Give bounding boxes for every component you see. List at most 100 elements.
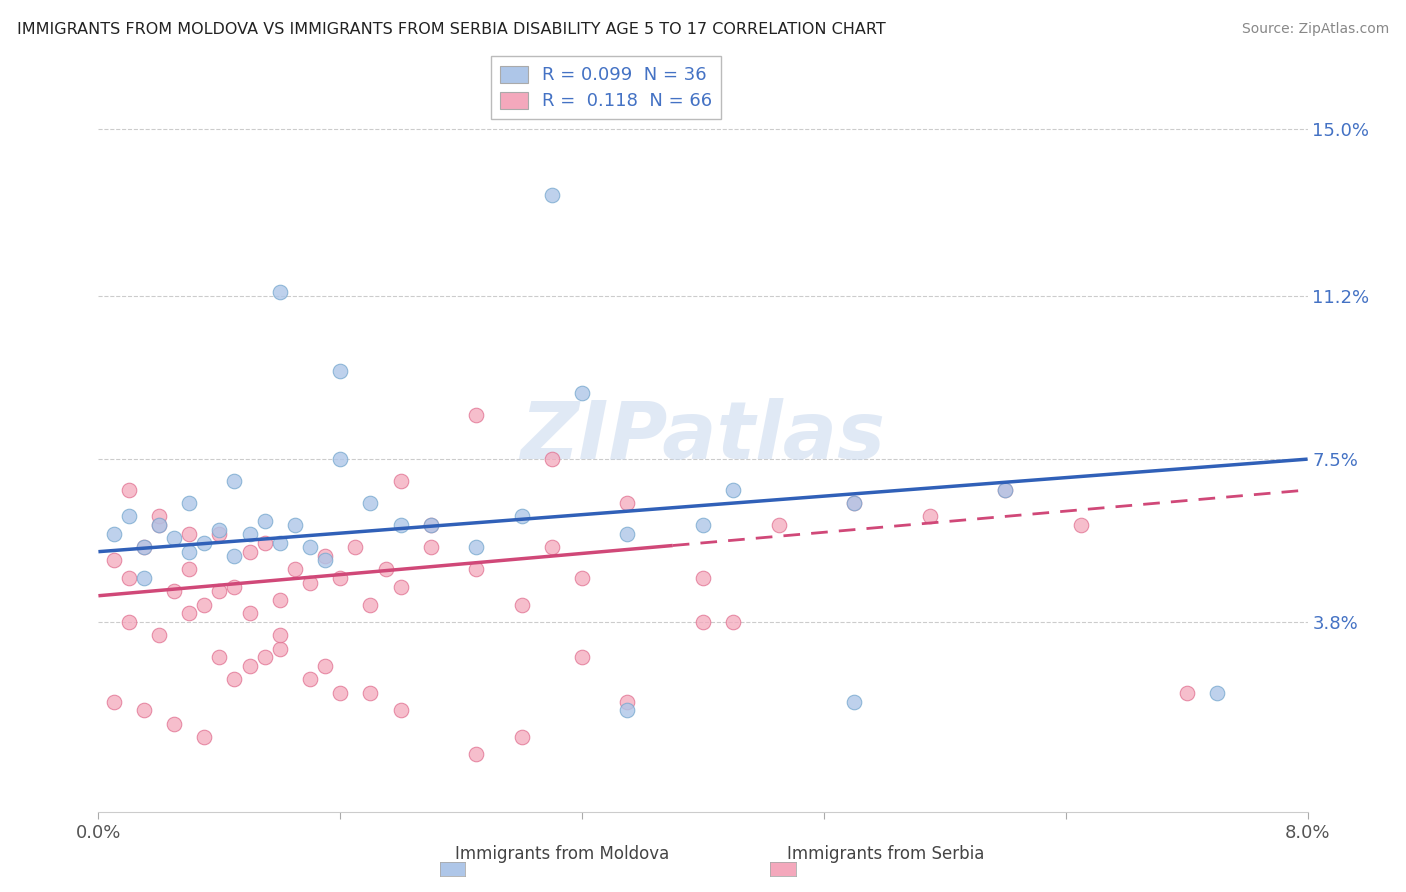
Point [284, 562, 307, 576]
Point [103, 694, 125, 708]
Point [510, 730, 533, 744]
Point [118, 509, 141, 524]
Point [571, 571, 593, 585]
Point [389, 518, 412, 533]
Point [692, 615, 714, 630]
Point [329, 364, 352, 378]
Point [510, 598, 533, 612]
Point [314, 553, 336, 567]
Point [148, 628, 170, 642]
Text: Immigrants from Moldova: Immigrants from Moldova [456, 846, 669, 863]
Point [269, 628, 291, 642]
Point [540, 187, 562, 202]
Point [224, 673, 246, 687]
Point [284, 518, 307, 533]
Point [360, 686, 382, 700]
Point [132, 703, 155, 717]
Point [208, 523, 231, 537]
Point [1070, 518, 1092, 533]
Point [148, 518, 170, 533]
Text: IMMIGRANTS FROM MOLDOVA VS IMMIGRANTS FROM SERBIA DISABILITY AGE 5 TO 17 CORRELA: IMMIGRANTS FROM MOLDOVA VS IMMIGRANTS FR… [17, 22, 886, 37]
Point [132, 541, 155, 555]
Point [179, 544, 201, 558]
Legend: R = 0.099  N = 36, R =  0.118  N = 66: R = 0.099 N = 36, R = 0.118 N = 66 [492, 56, 721, 120]
Point [118, 615, 141, 630]
Point [253, 514, 276, 528]
Point [844, 694, 866, 708]
Point [616, 496, 638, 510]
Point [465, 747, 488, 762]
Point [163, 716, 186, 731]
Point [571, 386, 593, 401]
Point [465, 541, 488, 555]
Point [193, 730, 215, 744]
Point [374, 562, 396, 576]
Point [844, 496, 866, 510]
Point [329, 452, 352, 467]
Point [723, 615, 745, 630]
Point [510, 509, 533, 524]
Point [269, 536, 291, 550]
Point [540, 452, 562, 467]
Point [344, 541, 367, 555]
Point [239, 607, 262, 621]
Point [616, 694, 638, 708]
Point [224, 549, 246, 563]
Point [329, 571, 352, 585]
Point [299, 673, 322, 687]
Point [208, 584, 231, 599]
Point [314, 659, 336, 673]
Point [118, 483, 141, 497]
Point [253, 650, 276, 665]
Point [723, 483, 745, 497]
Point [692, 518, 714, 533]
Point [179, 496, 201, 510]
Text: ZIPatlas: ZIPatlas [520, 398, 886, 476]
Point [239, 527, 262, 541]
Point [465, 408, 488, 422]
Point [420, 541, 443, 555]
Point [193, 598, 215, 612]
Point [420, 518, 443, 533]
Point [389, 580, 412, 594]
Point [389, 474, 412, 488]
Point [1206, 686, 1229, 700]
Point [224, 580, 246, 594]
Point [1175, 686, 1198, 700]
Text: Immigrants from Serbia: Immigrants from Serbia [787, 846, 984, 863]
Point [132, 541, 155, 555]
Point [103, 527, 125, 541]
Point [299, 575, 322, 590]
Point [118, 571, 141, 585]
Point [314, 549, 336, 563]
Point [224, 474, 246, 488]
Point [132, 571, 155, 585]
Point [994, 483, 1017, 497]
Point [148, 509, 170, 524]
Point [163, 584, 186, 599]
Text: Source: ZipAtlas.com: Source: ZipAtlas.com [1241, 22, 1389, 37]
Point [768, 518, 790, 533]
Point [994, 483, 1017, 497]
Point [616, 703, 638, 717]
Point [269, 593, 291, 607]
Point [616, 527, 638, 541]
Point [844, 496, 866, 510]
Point [239, 544, 262, 558]
Point [360, 496, 382, 510]
Point [239, 659, 262, 673]
Point [179, 527, 201, 541]
Point [692, 571, 714, 585]
Point [299, 541, 322, 555]
Point [571, 650, 593, 665]
Point [148, 518, 170, 533]
Point [179, 562, 201, 576]
Point [360, 598, 382, 612]
Point [329, 686, 352, 700]
Point [420, 518, 443, 533]
Point [918, 509, 941, 524]
Point [208, 650, 231, 665]
Point [465, 562, 488, 576]
Point [540, 541, 562, 555]
Point [208, 527, 231, 541]
